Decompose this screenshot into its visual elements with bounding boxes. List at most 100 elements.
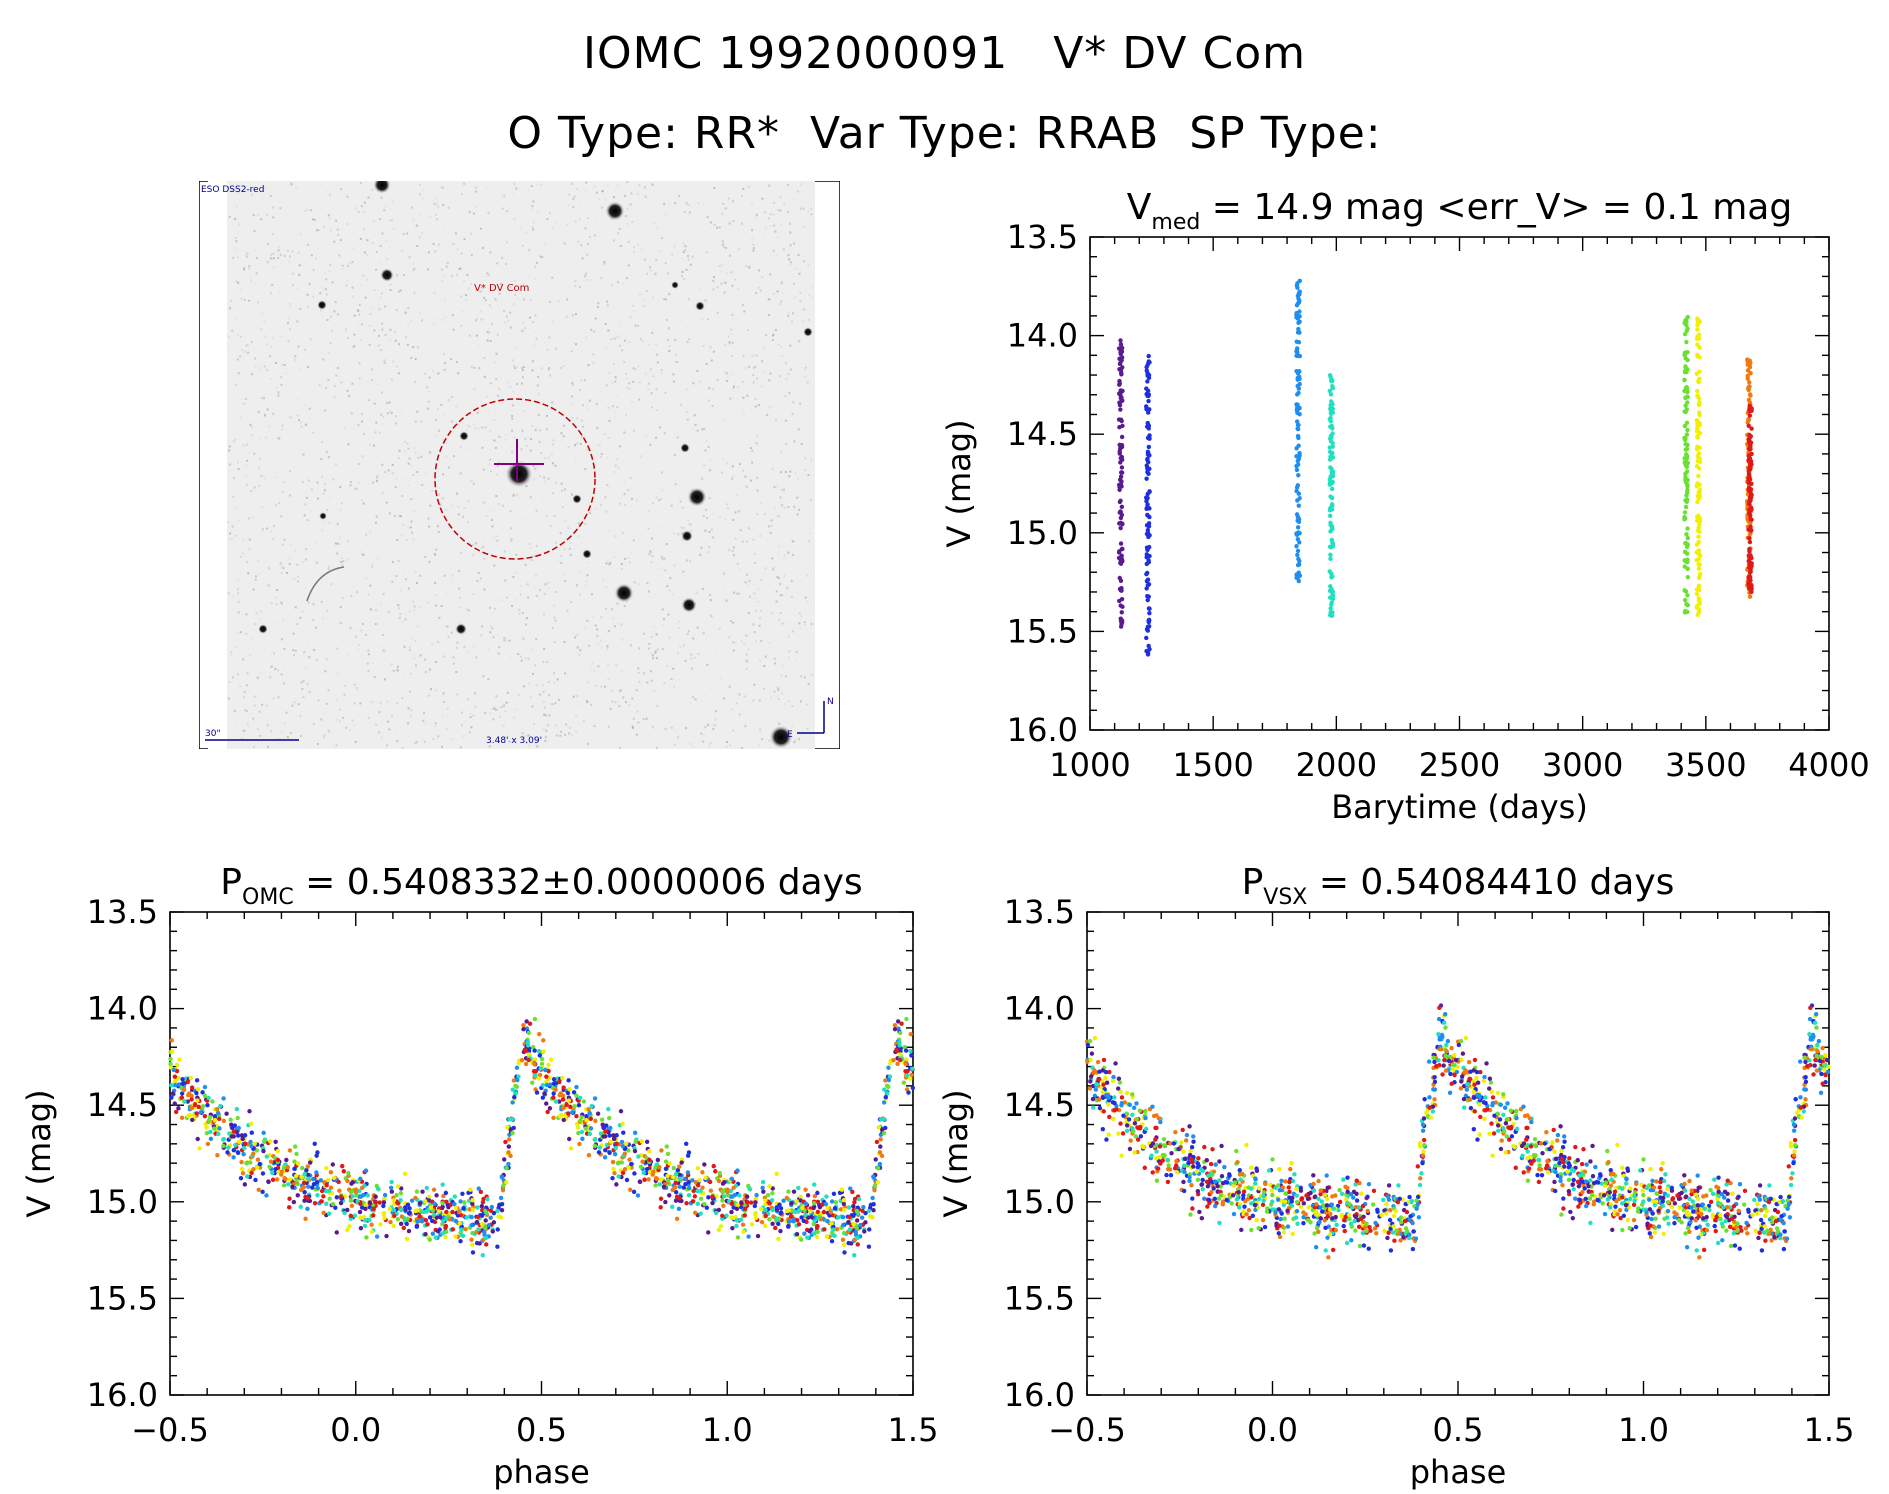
sky-noise bbox=[595, 402, 598, 405]
sky-noise bbox=[619, 746, 622, 749]
panel-title: Vmed = 14.9 mag <err_V> = 0.1 mag bbox=[1127, 187, 1792, 235]
sky-noise bbox=[542, 690, 545, 693]
sky-noise bbox=[618, 227, 621, 230]
sky-noise bbox=[346, 195, 349, 198]
data-point bbox=[852, 1199, 857, 1205]
sky-noise bbox=[408, 649, 411, 652]
sky-noise bbox=[528, 249, 531, 252]
sky-noise bbox=[435, 201, 438, 204]
sky-noise bbox=[323, 489, 326, 492]
sky-noise bbox=[243, 729, 246, 732]
sky-noise bbox=[424, 372, 427, 375]
sky-noise bbox=[741, 303, 744, 306]
sky-noise bbox=[456, 641, 459, 644]
sky-noise bbox=[472, 554, 475, 557]
sky-noise bbox=[391, 463, 394, 466]
data-point bbox=[848, 1241, 854, 1246]
sky-noise bbox=[676, 436, 679, 439]
sky-noise bbox=[273, 652, 276, 655]
sky-noise bbox=[635, 689, 638, 692]
sky-noise bbox=[662, 623, 665, 626]
data-point bbox=[1696, 607, 1702, 612]
data-point bbox=[1745, 376, 1750, 381]
sky-noise bbox=[274, 622, 277, 625]
sky-noise bbox=[408, 646, 411, 649]
sky-noise bbox=[655, 436, 658, 439]
data-point bbox=[791, 1189, 797, 1194]
sky-noise bbox=[235, 632, 238, 635]
sky-noise bbox=[467, 609, 470, 612]
sky-noise bbox=[297, 703, 300, 706]
sky-noise bbox=[659, 426, 662, 429]
sky-noise bbox=[731, 313, 734, 316]
sky-noise bbox=[681, 270, 684, 273]
sky-noise bbox=[796, 496, 799, 499]
sky-noise bbox=[500, 376, 503, 379]
data-point bbox=[333, 1205, 338, 1210]
sky-noise bbox=[686, 254, 689, 257]
data-point bbox=[1694, 557, 1699, 563]
sky-noise bbox=[489, 470, 492, 473]
data-point bbox=[1147, 646, 1152, 652]
sky-noise bbox=[298, 419, 301, 422]
y-tick-label: 16.0 bbox=[1007, 711, 1078, 749]
data-point bbox=[174, 1062, 180, 1068]
sky-noise bbox=[289, 306, 292, 309]
sky-noise bbox=[732, 729, 735, 732]
data-point bbox=[734, 1223, 739, 1229]
data-point bbox=[758, 1206, 764, 1211]
data-point bbox=[1117, 586, 1123, 592]
sky-noise bbox=[575, 584, 578, 587]
sky-noise bbox=[248, 299, 251, 302]
sky-noise bbox=[653, 222, 656, 225]
data-point bbox=[1696, 534, 1701, 539]
sky-noise bbox=[339, 485, 342, 488]
sky-noise bbox=[596, 202, 599, 205]
sky-noise bbox=[552, 439, 555, 442]
sky-noise bbox=[268, 567, 271, 570]
sky-noise bbox=[483, 375, 486, 378]
sky-noise bbox=[672, 667, 675, 670]
data-point bbox=[908, 1031, 913, 1037]
sky-noise bbox=[495, 352, 498, 355]
plot-frame bbox=[1086, 911, 1830, 1396]
sky-noise bbox=[418, 606, 421, 609]
sky-noise bbox=[407, 587, 410, 590]
sky-noise bbox=[299, 232, 302, 235]
sky-noise bbox=[723, 589, 726, 592]
sky-noise bbox=[763, 665, 766, 668]
sky-noise bbox=[594, 684, 597, 687]
sky-noise bbox=[345, 279, 348, 282]
data-point bbox=[1144, 506, 1149, 511]
sky-noise bbox=[728, 549, 731, 552]
sky-noise bbox=[463, 720, 466, 723]
data-point bbox=[189, 1093, 194, 1099]
sky-noise bbox=[575, 730, 578, 733]
sky-noise bbox=[787, 373, 790, 376]
sky-noise bbox=[600, 206, 603, 209]
sky-noise bbox=[789, 244, 792, 247]
sky-noise bbox=[259, 573, 262, 576]
data-point bbox=[334, 1195, 340, 1200]
sky-noise bbox=[294, 355, 297, 358]
sky-noise bbox=[375, 476, 378, 479]
sky-noise bbox=[721, 264, 724, 267]
sky-noise bbox=[773, 566, 776, 569]
sky-noise bbox=[731, 477, 734, 480]
data-point bbox=[763, 1198, 768, 1203]
data-point bbox=[255, 1165, 260, 1170]
sky-noise bbox=[553, 672, 556, 675]
sky-noise bbox=[685, 202, 688, 205]
sky-noise bbox=[347, 265, 350, 268]
sky-noise bbox=[238, 223, 241, 226]
sky-noise bbox=[521, 329, 524, 332]
phase-points bbox=[168, 1016, 916, 1258]
sky-noise bbox=[574, 284, 577, 287]
sky-noise bbox=[301, 610, 304, 613]
x-tick-label: 1.0 bbox=[702, 1411, 753, 1449]
sky-noise bbox=[656, 353, 659, 356]
data-point bbox=[325, 1177, 331, 1183]
sky-noise bbox=[514, 367, 517, 370]
sky-noise bbox=[704, 299, 707, 302]
data-point bbox=[619, 1139, 625, 1145]
